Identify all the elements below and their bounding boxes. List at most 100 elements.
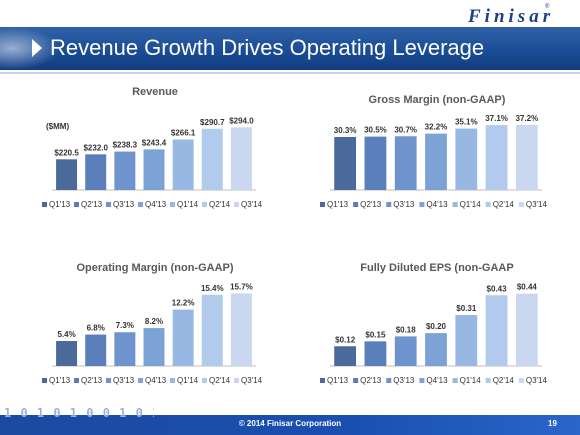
operating-margin-chart: Operating Margin (non-GAAP) 5.4% 6.8% 7.3%… <box>24 262 286 392</box>
bar-Q4'13 <box>143 149 165 190</box>
data-label: $0.18 <box>396 325 417 334</box>
legend-swatch <box>452 202 458 207</box>
legend-label: Q3'13 <box>393 376 415 385</box>
legend-label: Q2'14 <box>209 200 231 209</box>
legend-label: Q2'13 <box>360 376 382 385</box>
legend-swatch <box>42 202 47 207</box>
bar-Q1'13 <box>334 136 357 190</box>
bar-Q3'14 <box>230 127 252 190</box>
page-number: 19 <box>548 419 557 428</box>
legend-label: Q4'13 <box>426 376 448 385</box>
legend-label: Q3'14 <box>526 376 548 385</box>
footer-binary-pattern: 1 0 1 0 1 0 0 1 0 1 0 1 0 <box>4 406 154 420</box>
data-label: $232.0 <box>83 143 108 152</box>
legend-swatch <box>106 378 111 383</box>
legend-swatch <box>106 202 111 207</box>
legend-swatch <box>42 378 47 383</box>
legend-label: Q2'14 <box>493 376 515 385</box>
bar-Q2'13 <box>364 341 387 366</box>
legend-swatch <box>452 378 458 383</box>
eps-plot: $0.12 $0.15 $0.18 $0.20 $0.31 $0.43 $0.44 Q1'13… <box>320 283 548 385</box>
data-label: 15.7% <box>230 282 253 291</box>
legend-label: Q1'13 <box>327 200 349 209</box>
data-label: 30.5% <box>364 126 387 135</box>
legend-label: Q4'13 <box>145 376 167 385</box>
legend-label: Q3'13 <box>113 200 135 209</box>
bar-Q3'13 <box>114 332 136 366</box>
legend-label: Q4'13 <box>426 200 448 209</box>
chart-title: Gross Margin (non-GAAP) <box>368 94 506 106</box>
bar-Q3'13 <box>394 136 417 190</box>
data-label: $0.43 <box>487 284 508 293</box>
data-label: 7.3% <box>116 321 134 330</box>
gross-margin-chart: Gross Margin (non-GAAP) 30.3% 30.5% 30.7% 3… <box>302 86 572 216</box>
bar-Q3'14 <box>515 293 538 366</box>
legend-label: Q2'13 <box>360 200 382 209</box>
bar-Q1'14 <box>455 315 478 366</box>
legend-label: Q1'14 <box>177 376 199 385</box>
legend-swatch <box>419 202 425 207</box>
footer-bar <box>0 415 580 435</box>
legend-swatch <box>518 378 524 383</box>
data-label: $266.1 <box>171 128 196 137</box>
legend-swatch <box>138 378 143 383</box>
legend-label: Q2'13 <box>81 200 103 209</box>
legend-swatch <box>386 378 392 383</box>
bar-Q1'13 <box>56 341 78 366</box>
legend-label: Q3'13 <box>113 376 135 385</box>
legend-label: Q1'14 <box>460 376 482 385</box>
legend-swatch <box>419 378 425 383</box>
finisar-logo: Finisar <box>468 6 555 27</box>
bar-Q4'13 <box>425 133 447 190</box>
legend-label: Q3'14 <box>241 200 263 209</box>
legend-swatch <box>74 202 79 207</box>
legend-label: Q1'13 <box>49 376 71 385</box>
legend-swatch <box>518 202 524 207</box>
footer-copyright: © 2014 Finisar Corporation <box>238 419 342 428</box>
data-label: $0.31 <box>456 304 477 313</box>
data-label: 30.3% <box>334 126 357 135</box>
bar-Q4'13 <box>425 333 447 366</box>
legend-swatch <box>485 202 491 207</box>
data-label: $294.0 <box>229 116 254 125</box>
bar-Q1'14 <box>172 309 194 366</box>
legend-swatch <box>138 202 143 207</box>
data-label: 12.2% <box>172 299 195 308</box>
data-label: $0.15 <box>365 330 386 339</box>
bar-Q2'14 <box>485 125 508 190</box>
registered-mark: ® <box>545 4 550 10</box>
bar-Q1'14 <box>455 128 478 190</box>
revenue-plot: $220.5 $232.0 $238.3 $243.4 $266.1 $290.7 $294… <box>42 116 263 209</box>
revenue-chart: Revenue ($MM) $220.5 $232.0 $238.3 $243.4 $2… <box>24 86 286 216</box>
data-label: $220.5 <box>54 148 79 157</box>
legend-label: Q1'14 <box>460 200 482 209</box>
chart-title: Operating Margin (non-GAAP) <box>76 262 234 274</box>
data-label: $0.44 <box>517 283 538 292</box>
title-bar: Revenue Growth Drives Operating Leverage <box>0 27 580 70</box>
title-arrow-icon <box>32 39 42 57</box>
legend-swatch <box>234 202 239 207</box>
legend-swatch <box>170 202 175 207</box>
bar-Q2'13 <box>85 154 107 190</box>
data-label: 37.1% <box>485 114 508 123</box>
slide-title: Revenue Growth Drives Operating Leverage <box>50 35 485 60</box>
chart-title: Fully Diluted EPS (non-GAAP <box>360 262 514 274</box>
operating-margin-plot: 5.4% 6.8% 7.3% 8.2% 12.2% 15.4% 15.7% Q1'13 Q2'1… <box>42 282 263 385</box>
bar-Q2'14 <box>201 128 223 190</box>
bar-Q1'13 <box>56 159 78 190</box>
data-label: 32.2% <box>425 123 448 132</box>
bar-Q2'14 <box>201 294 223 366</box>
legend-swatch <box>234 378 239 383</box>
legend-label: Q1'13 <box>327 376 349 385</box>
data-label: 37.2% <box>516 114 539 123</box>
legend-swatch <box>353 202 359 207</box>
legend-label: Q4'13 <box>145 200 167 209</box>
gross-margin-plot: 30.3% 30.5% 30.7% 32.2% 35.1% 37.1% 37.2% Q1'13… <box>320 114 548 209</box>
bar-Q3'14 <box>515 124 538 190</box>
data-label: $290.7 <box>200 118 225 127</box>
legend-swatch <box>353 378 359 383</box>
bar-Q2'14 <box>485 295 508 366</box>
legend-swatch <box>320 378 325 383</box>
data-label: 5.4% <box>57 330 75 339</box>
legend-label: Q3'14 <box>241 376 263 385</box>
